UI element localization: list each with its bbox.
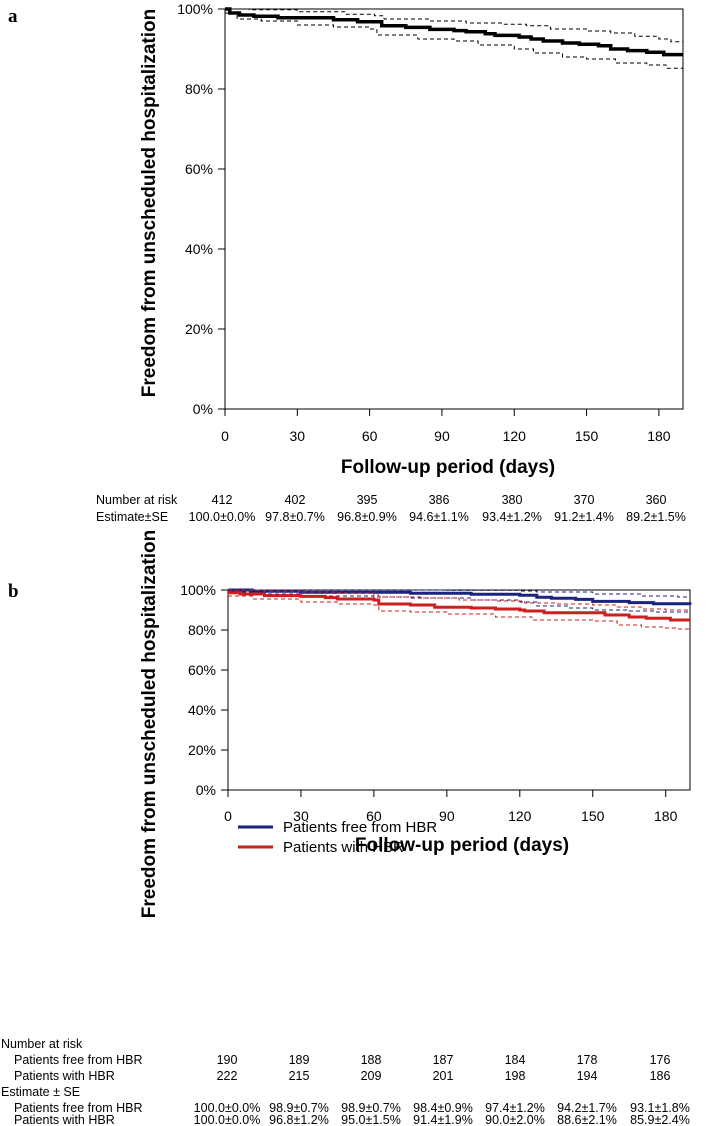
risk-estimate: 100.0±0.0% — [194, 1113, 261, 1126]
panel-a: a 0% 20% 40% 60% 80% 100% 0 30 60 90 120 150 180 Follo… — [8, 1, 684, 478]
series-patients-with-hbr-line — [228, 591, 690, 622]
risk-estimate: 85.9±2.4% — [630, 1113, 690, 1126]
risk-count: 380 — [502, 493, 523, 507]
y-tick-label: 0% — [196, 782, 216, 798]
risk-estimate: 94.2±1.7% — [557, 1101, 617, 1115]
panel-label: b — [8, 581, 19, 602]
plot-frame — [227, 589, 691, 791]
y-tick-label: 80% — [185, 81, 213, 97]
risk-count: 178 — [577, 1053, 598, 1067]
series-patients-with-hbr-lower-ci — [228, 595, 690, 630]
series-patients-free-from-hbr-lower-ci — [228, 591, 691, 613]
risk-table-header: Number at risk — [1, 1037, 83, 1051]
x-axis-title: Follow-up period (days) — [355, 835, 569, 856]
risk-count: 215 — [289, 1069, 310, 1083]
y-tick-label: 60% — [185, 161, 213, 177]
risk-estimate: 91.2±1.4% — [554, 510, 614, 524]
x-tick-label: 90 — [439, 808, 455, 824]
y-tick-label: 60% — [188, 662, 216, 678]
risk-estimate: 98.4±0.9% — [413, 1101, 473, 1115]
risk-count: 386 — [429, 493, 450, 507]
x-tick-label: 0 — [221, 428, 229, 444]
x-tick-label: 180 — [654, 808, 678, 824]
risk-count: 176 — [650, 1053, 671, 1067]
risk-estimate: 88.6±2.1% — [557, 1113, 617, 1126]
y-tick-label: 40% — [185, 241, 213, 257]
x-tick-label: 120 — [503, 428, 527, 444]
risk-estimate: 98.9±0.7% — [269, 1101, 329, 1115]
risk-estimate: 100.0±0.0% — [189, 510, 256, 524]
risk-count: 402 — [285, 493, 306, 507]
y-tick-label: 0% — [193, 401, 213, 417]
risk-estimate: 95.0±1.5% — [341, 1113, 401, 1126]
y-axis-title: Freedom from unscheduled hospitalization — [139, 530, 160, 918]
risk-count: 201 — [433, 1069, 454, 1083]
series-estimate-upper-ci — [225, 8, 683, 43]
risk-table-header: Patients free from HBR — [14, 1053, 143, 1067]
risk-table-header: Estimate ± SE — [1, 1085, 80, 1099]
y-tick-label: 20% — [188, 742, 216, 758]
legend-label: Patients free from HBR — [283, 819, 437, 836]
risk-count: 190 — [217, 1053, 238, 1067]
x-axis-title: Follow-up period (days) — [341, 457, 555, 478]
risk-estimate: 97.4±1.2% — [485, 1101, 545, 1115]
panel-label: a — [8, 6, 18, 27]
risk-count: 184 — [505, 1053, 526, 1067]
risk-estimate: 97.8±0.7% — [265, 510, 325, 524]
risk-estimate: 96.8±0.9% — [337, 510, 397, 524]
y-axis-title: Freedom from unscheduled hospitalization — [139, 9, 160, 397]
x-tick-label: 60 — [366, 808, 382, 824]
risk-count: 186 — [650, 1069, 671, 1083]
series-patients-with-hbr-upper-ci — [228, 589, 691, 611]
x-tick-label: 30 — [293, 808, 309, 824]
risk-count: 412 — [212, 493, 233, 507]
y-tick-label: 100% — [177, 1, 213, 17]
x-tick-label: 180 — [647, 428, 671, 444]
x-tick-label: 0 — [224, 808, 232, 824]
y-tick-label: 80% — [188, 622, 216, 638]
risk-count: 395 — [357, 493, 378, 507]
risk-estimate: 98.9±0.7% — [341, 1101, 401, 1115]
risk-estimate: 89.2±1.5% — [626, 510, 686, 524]
risk-estimate: 90.0±2.0% — [485, 1113, 545, 1126]
risk-count: 370 — [574, 493, 595, 507]
risk-count: 194 — [577, 1069, 598, 1083]
risk-count: 189 — [289, 1053, 310, 1067]
series-estimate-lower-ci — [225, 12, 683, 69]
risk-estimate: 100.0±0.0% — [194, 1101, 261, 1115]
y-tick-label: 40% — [188, 702, 216, 718]
risk-count: 360 — [646, 493, 667, 507]
risk-table-header: Patients with HBR — [14, 1113, 115, 1126]
y-tick-label: 20% — [185, 321, 213, 337]
series-estimate-line — [225, 7, 683, 57]
x-tick-label: 60 — [362, 428, 378, 444]
risk-estimate: 96.8±1.2% — [269, 1113, 329, 1126]
x-tick-label: 90 — [434, 428, 450, 444]
x-tick-label: 150 — [581, 808, 605, 824]
series-patients-free-from-hbr-upper-ci — [228, 589, 690, 598]
x-tick-label: 150 — [575, 428, 599, 444]
risk-count: 209 — [361, 1069, 382, 1083]
series-patients-free-from-hbr-line — [228, 588, 692, 606]
panel-b: b 0% 20% 40% 60% 80% 100% 0 30 60 90 120 150 180 Follo… — [8, 530, 692, 918]
risk-estimate: 91.4±1.9% — [413, 1113, 473, 1126]
risk-count: 187 — [433, 1053, 454, 1067]
risk-estimate: 93.4±1.2% — [482, 510, 542, 524]
risk-estimate: 94.6±1.1% — [409, 510, 469, 524]
risk-table-header: Number at risk — [96, 493, 178, 507]
risk-count: 198 — [505, 1069, 526, 1083]
risk-count: 222 — [217, 1069, 238, 1083]
risk-table-header: Patients with HBR — [14, 1069, 115, 1083]
plot-frame — [224, 8, 684, 410]
risk-table-header: Patients free from HBR — [14, 1101, 143, 1115]
risk-table-header: Estimate±SE — [96, 510, 168, 524]
x-tick-label: 30 — [290, 428, 306, 444]
y-tick-label: 100% — [180, 582, 216, 598]
x-tick-label: 120 — [508, 808, 532, 824]
risk-estimate: 93.1±1.8% — [630, 1101, 690, 1115]
legend-label: Patients with HBR — [283, 839, 404, 856]
risk-count: 188 — [361, 1053, 382, 1067]
